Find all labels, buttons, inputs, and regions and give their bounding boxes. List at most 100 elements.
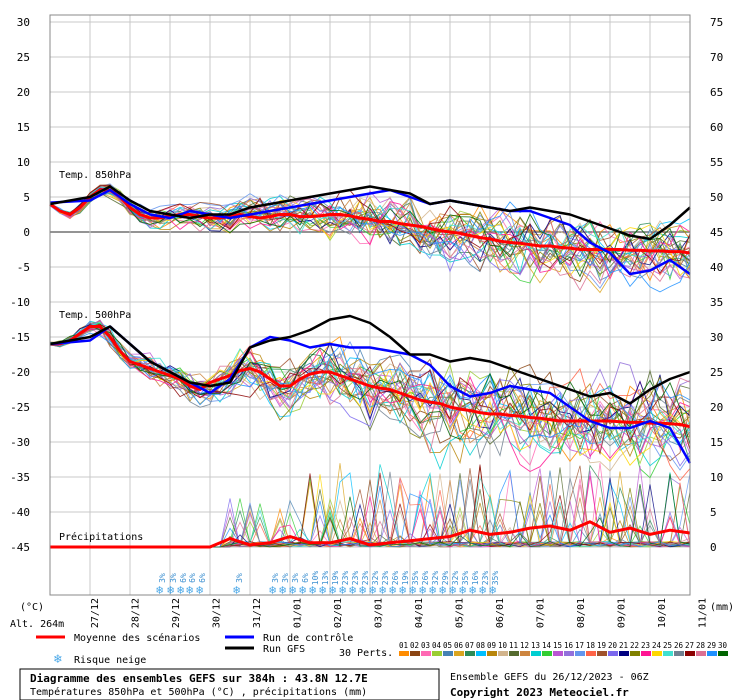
member-color-swatch	[498, 651, 508, 656]
right-tick-label: 55	[710, 156, 723, 169]
snow-marker-pct: 23%	[481, 571, 490, 586]
member-id-label: 01	[399, 641, 408, 650]
member-id-label: 12	[520, 641, 529, 650]
member-line	[49, 185, 691, 270]
member-id-label: 18	[586, 641, 596, 650]
snow-marker-icon: ❄	[349, 583, 356, 597]
left-tick-label: -25	[10, 401, 30, 414]
right-tick-label: 35	[710, 296, 723, 309]
member-id-label: 24	[652, 641, 662, 650]
member-color-swatch	[696, 651, 706, 656]
member-color-swatch	[542, 651, 552, 656]
legend-control-label: Run de contrôle	[263, 632, 353, 644]
snow-marker-icon: ❄	[319, 583, 326, 597]
snow-marker-pct: 6%	[179, 573, 188, 583]
x-tick-label: 02/01	[333, 598, 344, 628]
snow-marker-icon: ❄	[379, 583, 386, 597]
member-color-swatch	[421, 651, 431, 656]
snow-marker-icon: ❄	[489, 583, 496, 597]
member-id-label: 16	[564, 641, 574, 650]
snow-marker-pct: 16%	[471, 571, 480, 586]
left-tick-label: 5	[23, 191, 30, 204]
snow-marker-pct: 3%	[169, 573, 178, 583]
snow-marker-pct: 23%	[381, 571, 390, 586]
title-box	[19, 668, 440, 700]
series-line	[49, 185, 691, 241]
member-id-label: 11	[509, 641, 518, 650]
right-tick-label: 10	[710, 471, 723, 484]
member-id-label: 27	[685, 641, 694, 650]
snow-marker-pct: 23%	[361, 571, 370, 586]
member-color-swatch	[652, 651, 662, 656]
member-id-label: 25	[663, 641, 672, 650]
x-tick-label: 07/01	[536, 598, 547, 628]
x-tick-label: 31/12	[252, 598, 263, 628]
member-line	[49, 319, 691, 460]
label-precip: Précipitations	[59, 531, 143, 543]
member-id-label: 17	[575, 641, 584, 650]
member-color-swatch	[553, 651, 563, 656]
x-tick-label: 28/12	[131, 598, 142, 628]
member-color-swatch	[674, 651, 684, 656]
snow-marker-icon: ❄	[359, 583, 366, 597]
member-id-label: 10	[498, 641, 508, 650]
member-id-label: 22	[630, 641, 639, 650]
member-line	[49, 188, 691, 277]
legend-perts-label: 30 Perts.	[339, 648, 393, 659]
member-color-swatch	[410, 651, 420, 656]
member-id-label: 06	[454, 641, 464, 650]
left-unit: (°C)	[20, 602, 44, 613]
right-tick-label: 60	[710, 121, 723, 134]
snow-marker-icon: ❄	[233, 583, 240, 597]
member-color-legend: 01 02 03 04 05 06 07 08 09 10 11 12 13 14 15 16 17 18 19 20…	[399, 641, 728, 656]
snow-marker-pct: 29%	[441, 571, 450, 586]
left-tick-label: -40	[10, 506, 30, 519]
member-line	[49, 184, 691, 272]
series-line	[50, 325, 691, 429]
member-id-label: 15	[553, 641, 562, 650]
left-tick-label: -35	[10, 471, 30, 484]
member-color-swatch	[685, 651, 695, 656]
member-line	[49, 188, 691, 278]
x-tick-label: 09/01	[617, 598, 628, 628]
snow-marker-pct: 6%	[188, 573, 197, 583]
chart-subtitle: Températures 850hPa et 500hPa (°C) , pré…	[30, 686, 367, 698]
x-tick-label: 10/01	[657, 598, 668, 628]
snow-marker-icon: ❄	[479, 583, 486, 597]
right-tick-label: 15	[710, 436, 723, 449]
snow-marker-icon: ❄	[399, 583, 406, 597]
snow-marker-icon: ❄	[196, 583, 203, 597]
left-axis-ticks: 30 25 20 15 10 5 0 -5 -10 -15 -20 -25 -30 -35 -40 -45	[10, 16, 30, 554]
snow-marker-pct: 19%	[401, 571, 410, 586]
left-tick-label: -45	[10, 541, 30, 554]
member-line	[49, 328, 691, 473]
snow-marker-pct: 3%	[235, 573, 244, 583]
x-tick-label: 06/01	[495, 598, 506, 628]
snow-marker-pct: 3%	[291, 573, 300, 583]
right-unit: (mm)	[710, 602, 734, 613]
left-tick-label: -30	[10, 436, 30, 449]
member-id-label: 29	[707, 641, 716, 650]
member-id-label: 19	[597, 641, 606, 650]
snow-marker-icon: ❄	[459, 583, 466, 597]
snow-marker-icon: ❄	[279, 583, 286, 597]
member-color-swatch	[663, 651, 673, 656]
member-id-label: 08	[476, 641, 486, 650]
copyright: Copyright 2023 Meteociel.fr	[450, 686, 629, 699]
x-tick-label: 05/01	[455, 598, 466, 628]
left-tick-label: 25	[17, 51, 30, 64]
member-id-label: 20	[608, 641, 618, 650]
snow-marker-icon: ❄	[269, 583, 276, 597]
member-color-swatch	[718, 651, 728, 656]
x-tick-label: 27/12	[90, 598, 101, 628]
snow-marker-icon: ❄	[409, 583, 416, 597]
snow-risk-markers: ❄3%❄3%❄6%❄6%❄6%❄3%❄3%❄3%❄3%❄6%❄10%❄13%❄1…	[156, 571, 500, 597]
plot-frame	[49, 14, 691, 596]
right-tick-label: 75	[710, 16, 723, 29]
right-tick-label: 65	[710, 86, 723, 99]
run-info: Ensemble GEFS du 26/12/2023 - 06Z	[450, 672, 649, 683]
member-id-label: 28	[696, 641, 706, 650]
member-color-swatch	[608, 651, 618, 656]
member-line	[49, 321, 691, 452]
